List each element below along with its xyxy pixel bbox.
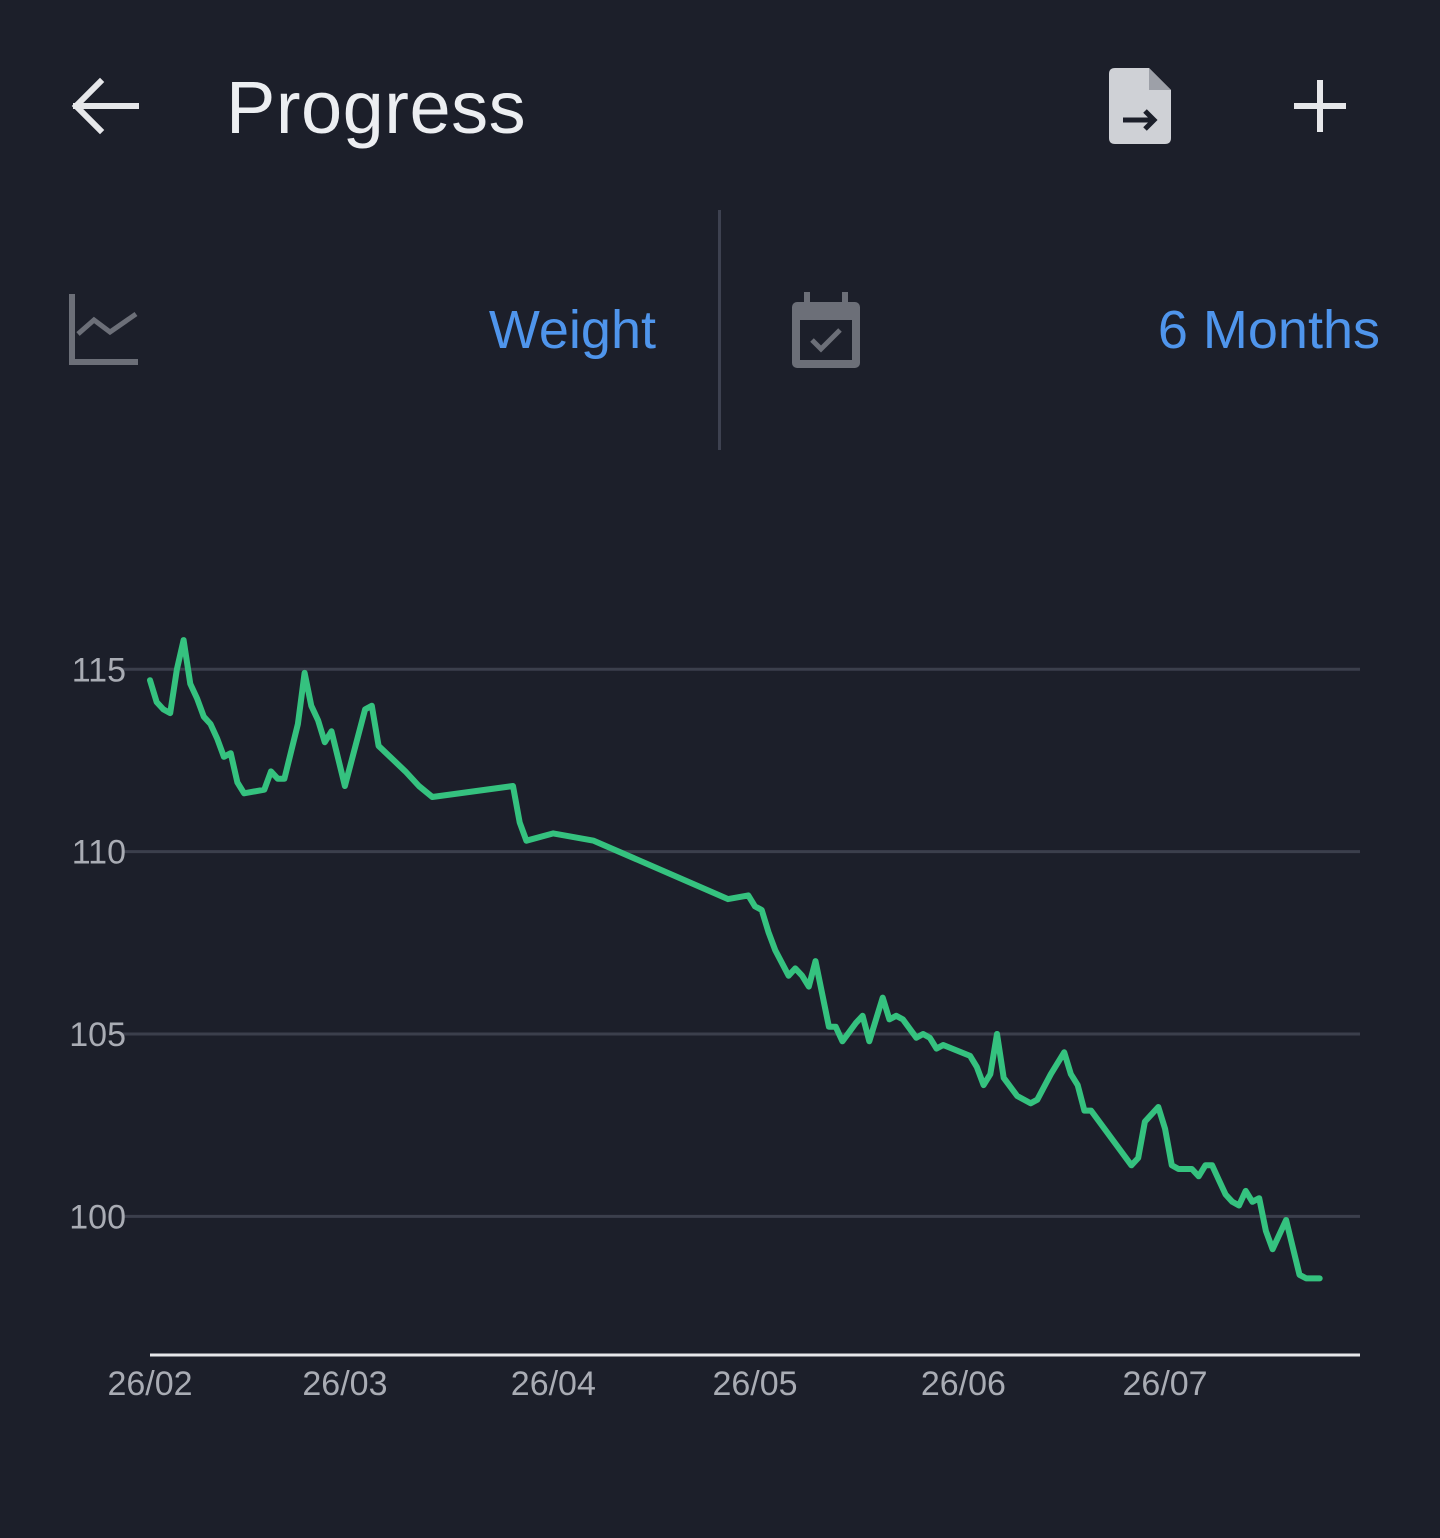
x-tick-label: 26/05 [712,1365,797,1403]
time-range-value: 6 Months [1157,300,1380,360]
y-tick-label: 100 [69,1198,126,1236]
weight-chart: 100 105 110 115 26/02 26/03 26/04 26/05 26/06 26… [0,450,1440,1538]
time-range-selector[interactable]: 6 Months [722,210,1440,450]
back-button[interactable] [60,64,150,148]
metric-value: Weight [488,300,656,360]
weight-chart-svg: 100 105 110 115 26/02 26/03 26/04 26/05 26/06 26… [69,637,1360,1403]
metric-selector[interactable]: Weight [0,210,716,450]
x-tick-label: 26/02 [107,1365,192,1403]
selector-divider [718,210,721,450]
x-tick-label: 26/06 [921,1365,1006,1403]
plus-icon [1294,80,1346,132]
y-tick-label: 115 [72,651,126,689]
x-tick-label: 26/04 [511,1365,596,1403]
arrow-left-icon [71,77,139,135]
weight-series-line [147,637,1323,1282]
export-button[interactable] [1096,60,1184,152]
file-export-icon [1109,68,1171,144]
add-entry-button[interactable] [1280,64,1360,148]
y-tick-label: 110 [72,834,126,872]
filter-bar: Weight 6 Months [0,210,1440,450]
x-tick-label: 26/03 [302,1365,387,1403]
y-tick-label: 105 [69,1016,126,1054]
line-chart-icon [69,294,138,365]
x-tick-label: 26/07 [1123,1365,1208,1403]
app-bar: Progress [0,0,1440,210]
calendar-check-icon [792,292,860,368]
page-title: Progress [226,66,527,149]
